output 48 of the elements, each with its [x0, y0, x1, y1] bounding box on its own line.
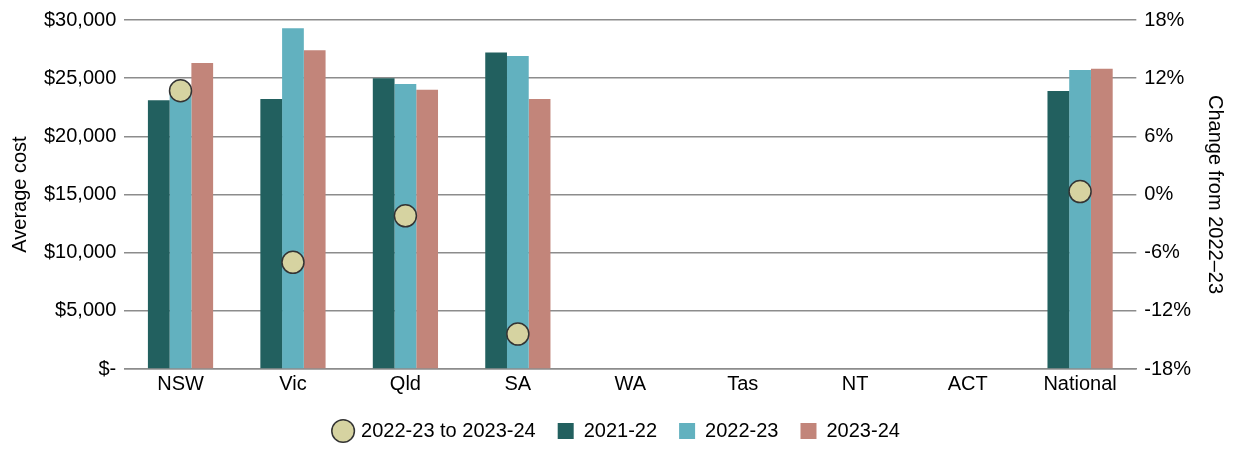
y-tick-label: $10,000 — [44, 240, 117, 263]
y2-tick-label: -18% — [1144, 356, 1192, 379]
y2-tick-label: 18% — [1144, 7, 1185, 30]
bar — [1047, 90, 1070, 369]
x-tick-label: NSW — [157, 371, 204, 394]
point — [168, 79, 193, 103]
bar — [372, 78, 395, 369]
bar — [147, 100, 170, 369]
point — [281, 250, 305, 275]
bar — [528, 99, 551, 369]
y-tick-label: $15,000 — [44, 182, 117, 205]
point — [1068, 179, 1092, 204]
bar — [394, 83, 417, 369]
legend-label: 2022-23 to 2023-24 — [361, 418, 536, 441]
bar — [303, 50, 326, 369]
y-tick-label: $5,000 — [55, 298, 117, 321]
y-tick-label: $- — [98, 356, 117, 379]
x-tick-label: Qld — [389, 371, 421, 394]
bar — [1069, 70, 1091, 369]
x-tick-label: National — [1043, 371, 1117, 394]
x-tick-label: Tas — [727, 371, 759, 394]
y-tick-label: $30,000 — [44, 7, 117, 30]
y2-tick-label: -6% — [1144, 240, 1181, 263]
y2-tick-label: -12% — [1144, 298, 1192, 321]
x-tick-label: NT — [841, 371, 869, 394]
y2-tick-label: 12% — [1144, 65, 1185, 88]
y-tick-label: $20,000 — [44, 123, 117, 146]
point — [506, 322, 530, 346]
bar — [282, 28, 304, 369]
bar — [1090, 68, 1113, 369]
bar — [191, 63, 214, 369]
legend-label: 2023-24 — [826, 418, 900, 441]
point — [393, 204, 418, 228]
x-tick-label: Vic — [279, 371, 307, 394]
legend-label: 2022-23 — [705, 418, 779, 441]
legend-label: 2021-22 — [583, 418, 658, 441]
y2-tick-label: 0% — [1144, 182, 1174, 205]
y2-tick-label: 6% — [1144, 123, 1174, 146]
y-axis-title: Average cost — [7, 135, 30, 253]
bar — [260, 99, 283, 369]
bar — [506, 56, 529, 369]
x-tick-label: ACT — [947, 371, 988, 394]
y2-axis-title: Change from 2022–23 — [1205, 94, 1228, 295]
bar — [485, 52, 507, 369]
x-tick-label: SA — [504, 371, 532, 394]
x-tick-label: WA — [614, 371, 647, 394]
y-tick-label: $25,000 — [44, 65, 117, 88]
bar — [416, 89, 439, 369]
